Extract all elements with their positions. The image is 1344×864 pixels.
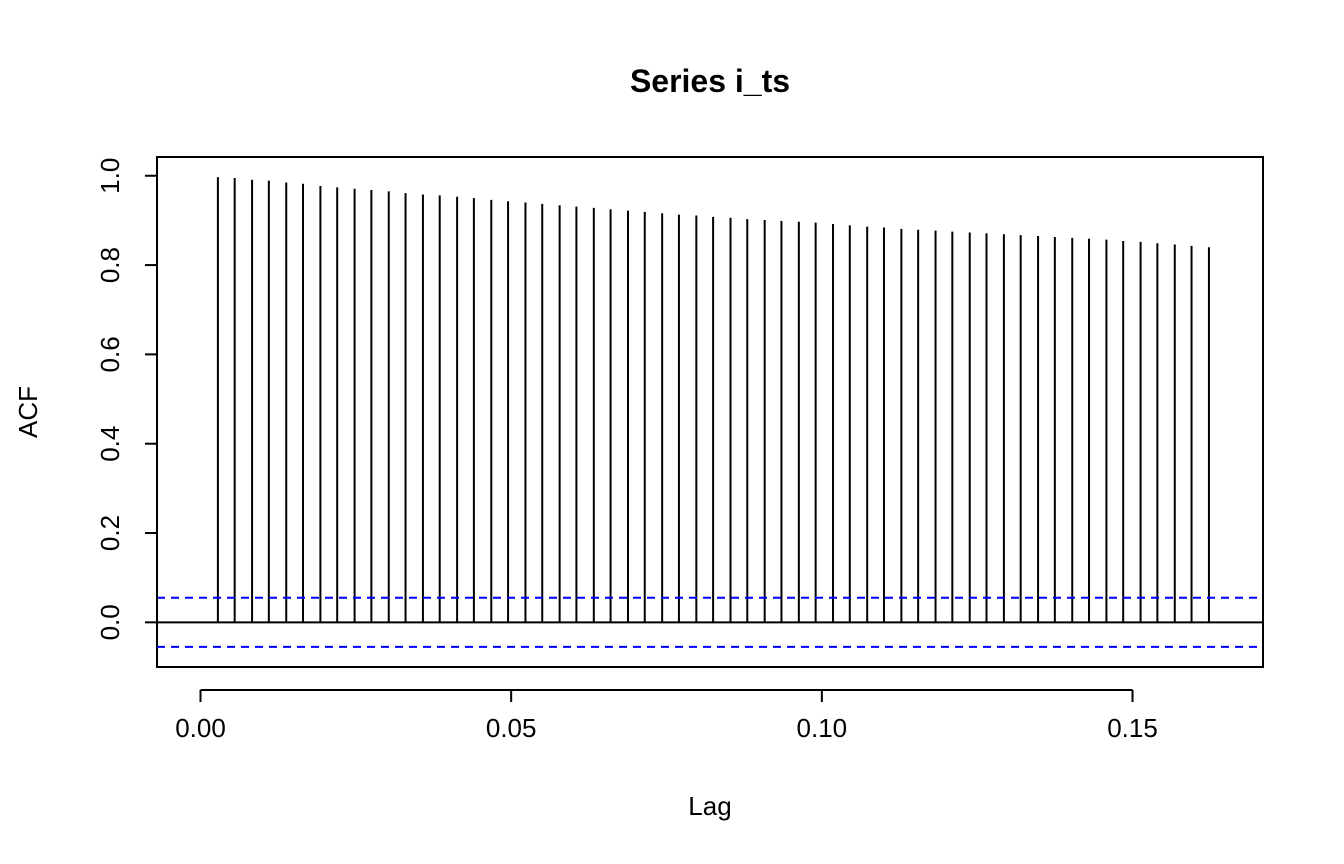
y-tick-label: 0.4	[95, 426, 125, 462]
x-tick-label: 0.15	[1107, 713, 1158, 743]
chart-title: Series i_ts	[630, 63, 790, 99]
plot-area: 0.00 0.05 0.10 0.15 0.0 0.2 0.4 0.6 0.8 1.0	[95, 156, 1264, 743]
x-tick-label: 0.00	[175, 713, 226, 743]
x-tick-label: 0.05	[486, 713, 537, 743]
y-tick-label: 0.2	[95, 515, 125, 551]
y-tick-label: 0.6	[95, 336, 125, 372]
x-tick-label: 0.10	[797, 713, 848, 743]
plot-border	[156, 156, 1264, 668]
y-tick-label: 1.0	[95, 158, 125, 194]
y-tick-label: 0.8	[95, 247, 125, 283]
y-axis-label: ACF	[13, 386, 43, 438]
y-tick-label: 0.0	[95, 604, 125, 640]
x-axis-label: Lag	[688, 791, 731, 821]
